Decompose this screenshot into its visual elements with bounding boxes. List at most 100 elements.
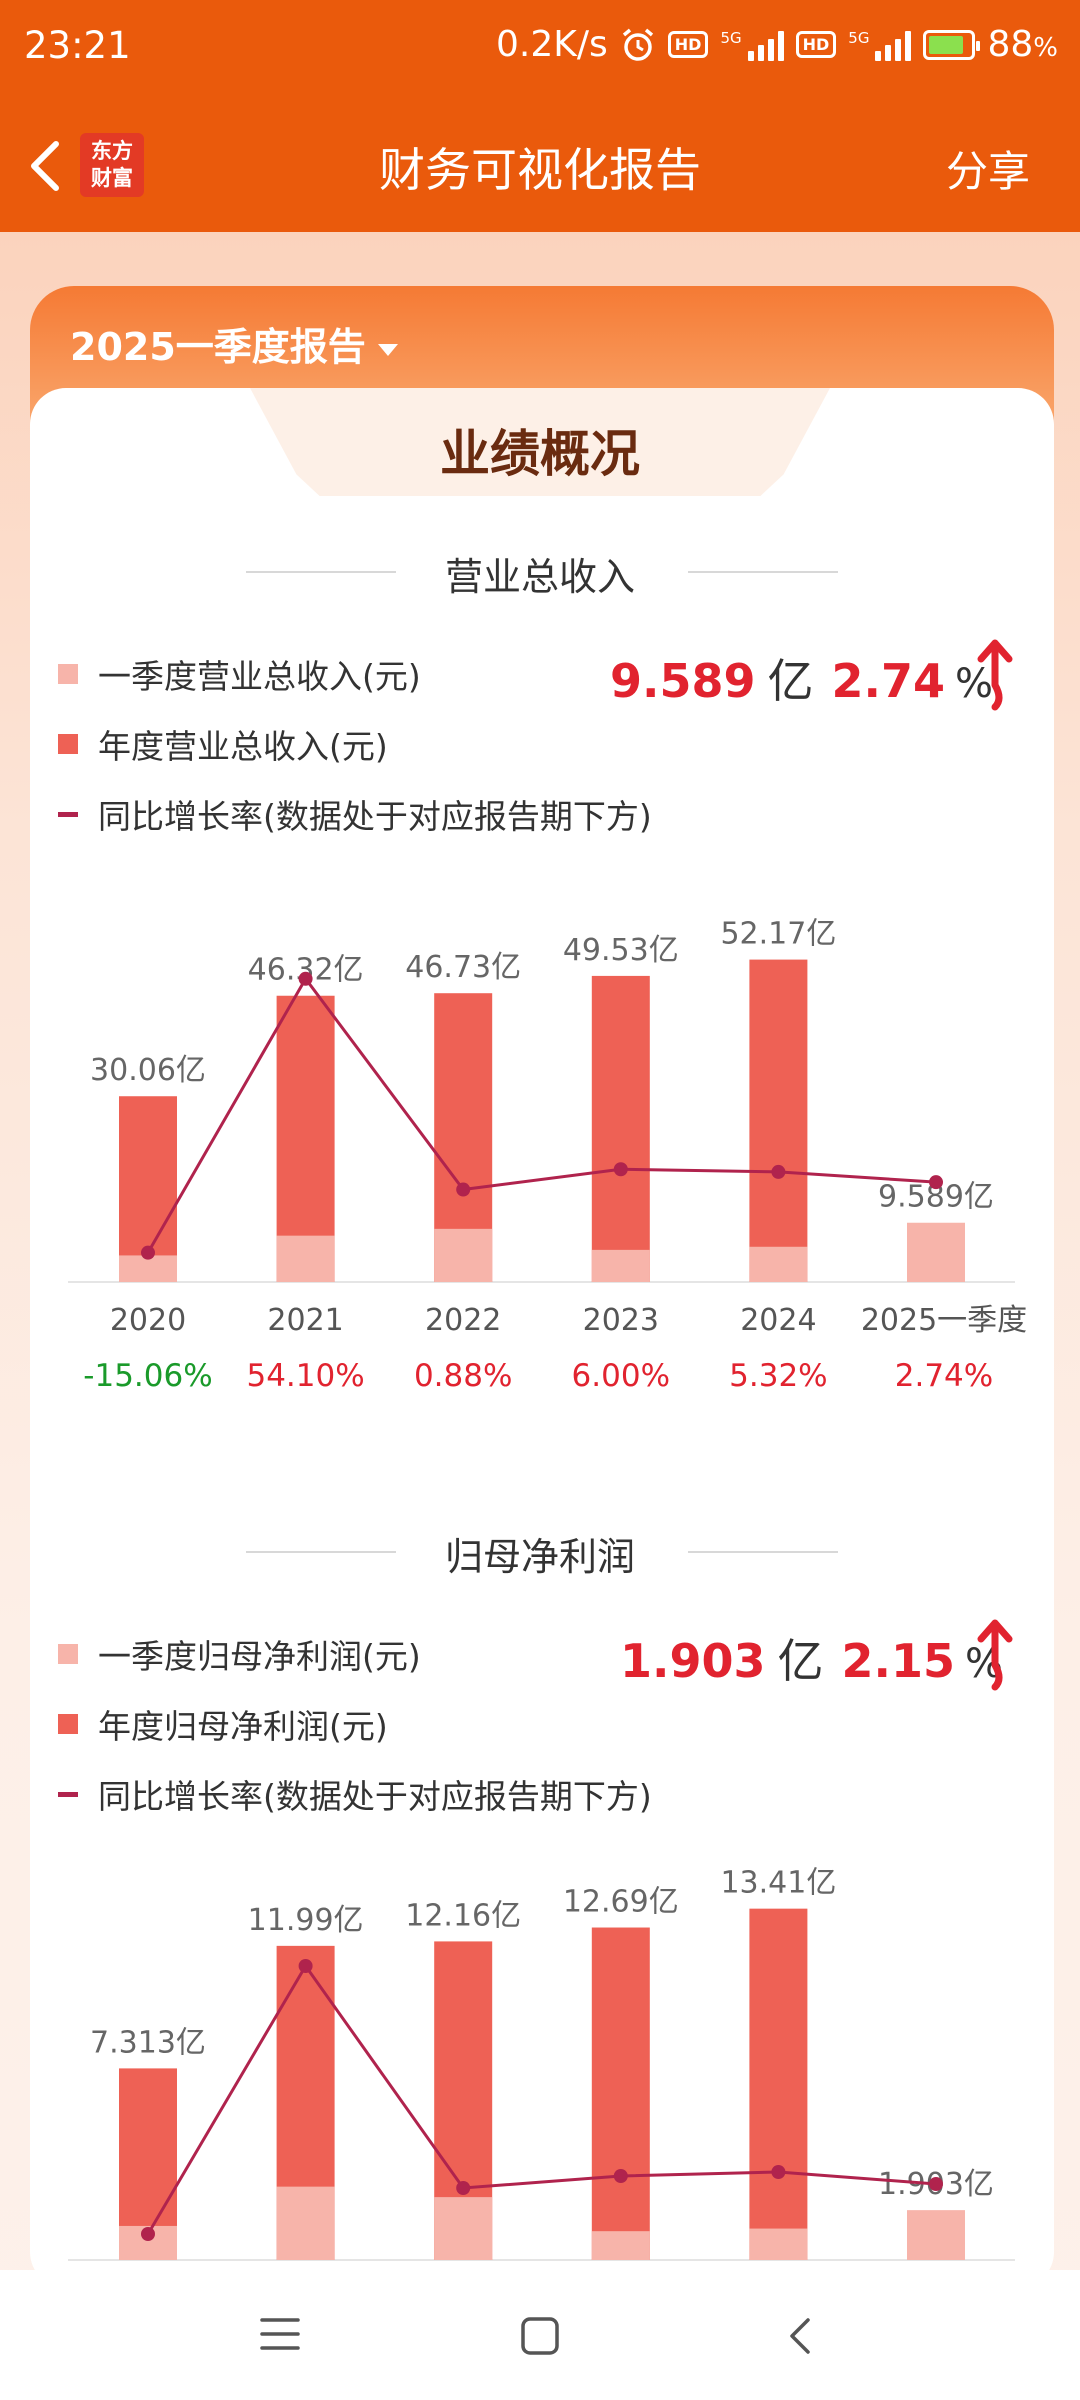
growth-point [141,1245,155,1260]
growth-label: 5.32% [729,1358,827,1394]
growth-line [146,976,937,1254]
legend-swatch [58,1714,78,1734]
bar-value-label: 12.69亿 [563,1885,679,1920]
legend-quarter-profit: 一季度归母净利润(元) [58,1630,421,1678]
divider-right [688,571,838,573]
legend-annual-profit: 年度归母净利润(元) [58,1700,388,1748]
growth-point [141,2227,155,2241]
legend-swatch [58,811,78,817]
growth-point [929,1175,943,1190]
revenue-unit: 亿 [767,654,814,708]
growth-line [146,1963,937,2235]
bar-value-label: 30.06亿 [90,1053,206,1088]
growth-point [456,2181,471,2195]
category-label: 2021 [267,1303,343,1338]
growth-label: 54.10% [246,1358,364,1394]
category-label: 2025一季度 [861,1303,1027,1338]
bar-value-label: 7.313亿 [90,2025,206,2060]
legend-label: 同比增长率(数据处于对应报告期下方) [98,1777,652,1816]
network-type: 5G [720,28,742,47]
growth-point [456,1182,471,1197]
profit-growth: 2.15 [841,1634,956,1688]
bar-value-label: 13.41亿 [720,1866,836,1901]
growth-label: 0.88% [414,1358,512,1394]
revenue-value: 9.589 [610,654,756,708]
alarm-icon [622,28,653,61]
annual-bar [591,1927,650,2260]
category-label: 2024 [740,1303,816,1338]
quarter-bar [749,1246,808,1282]
navigation-bar: 东方 财富 财务可视化报告 分享 [0,98,1080,232]
category-label: 2020 [110,1303,186,1338]
annual-bar [749,959,808,1282]
legend-label: 年度归母净利润(元) [98,1707,388,1746]
quarter-bar [591,2231,650,2260]
profit-value: 1.903 [620,1634,766,1688]
legend-label: 年度营业总收入(元) [98,727,388,766]
bar-value-label: 12.16亿 [405,1898,521,1933]
growth-point [613,1162,628,1177]
category-label: 2023 [583,1303,659,1338]
up-arrow-icon [977,1619,1013,1691]
revenue-growth-unit: % [955,661,994,707]
revenue-heading: 营业总收入 [444,555,635,599]
quarter-bar [749,2228,808,2260]
legend-swatch [58,1791,78,1797]
home-icon[interactable] [518,2314,562,2358]
annual-bar [749,1908,808,2260]
legend-quarter-revenue: 一季度营业总收入(元) [58,650,421,698]
growth-point [613,2169,628,2183]
divider-left [246,571,396,573]
status-indicators: 0.2K/s HD 5G HD 5G 88% [496,24,1058,65]
revenue-summary: 9.589 亿 2.74 % [610,645,993,711]
status-time: 23:21 [24,24,131,67]
battery-level: 88% [987,24,1058,65]
divider-left-2 [246,1551,396,1553]
annual-bar [276,995,335,1282]
legend-swatch [58,664,78,684]
menu-icon[interactable] [258,2314,302,2354]
hd-badge-2: HD [795,31,837,58]
section-tab [250,388,830,496]
back-icon[interactable] [780,2314,820,2358]
growth-point [298,971,313,986]
page-title: 财务可视化报告 [379,143,701,197]
status-bar: 23:21 0.2K/s HD 5G HD 5G 88% [0,0,1080,98]
legend-annual-revenue: 年度营业总收入(元) [58,720,388,768]
revenue-growth: 2.74 [831,654,946,708]
legend-profit-growth: 同比增长率(数据处于对应报告期下方) [58,1770,652,1818]
quarter-bar [907,1222,965,1282]
quarter-bar [119,1255,177,1282]
back-arrow-icon[interactable] [20,136,70,196]
system-navigation-bar [0,2270,1080,2400]
revenue-chart: 30.06亿2020-15.06%46.32亿202154.10%46.73亿2… [68,917,1027,1394]
growth-point [771,1164,786,1179]
quarter-bar [434,1228,493,1282]
profit-unit: 亿 [777,1634,824,1688]
period-label: 2025一季度报告 [70,325,366,369]
bar-value-label: 46.73亿 [405,950,521,985]
hd-badge: HD [667,31,709,58]
growth-label: 2.74% [895,1358,993,1394]
period-selector[interactable]: 2025一季度报告 [70,316,398,371]
signal-icon: 5G [720,28,784,61]
profit-heading: 归母净利润 [444,1535,635,1579]
bar-value-label: 52.17亿 [720,917,836,952]
growth-label: 6.00% [572,1358,670,1394]
quarter-bar [434,2197,493,2260]
app-logo: 东方 财富 [80,133,144,197]
legend-label: 一季度营业总收入(元) [98,657,421,696]
growth-point [771,2165,786,2179]
legend-revenue-growth: 同比增长率(数据处于对应报告期下方) [58,790,652,838]
legend-swatch [58,734,78,754]
quarter-bar [276,2186,335,2260]
category-label: 2022 [425,1303,501,1338]
net-speed: 0.2K/s [496,24,608,65]
legend-label: 一季度归母净利润(元) [98,1637,421,1676]
battery-icon [923,29,981,60]
share-button[interactable]: 分享 [945,147,1030,196]
bar-value-label: 11.99亿 [248,1903,364,1938]
legend-swatch [58,1644,78,1664]
report-card [30,388,1054,2288]
bar-value-label: 49.53亿 [563,933,679,968]
